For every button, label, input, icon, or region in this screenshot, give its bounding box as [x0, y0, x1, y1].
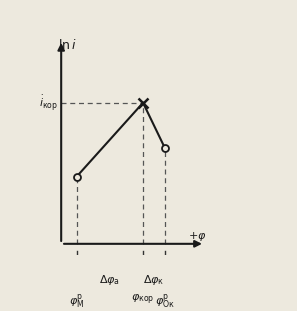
Text: $\dot{i}_{\rm кор}$: $\dot{i}_{\rm кор}$: [39, 93, 58, 113]
Text: $\varphi_{\rm кор}$: $\varphi_{\rm кор}$: [131, 293, 155, 308]
Text: $\varphi_{\rm Ок}^{\rm р}$: $\varphi_{\rm Ок}^{\rm р}$: [155, 293, 175, 311]
Text: $\ln i$: $\ln i$: [58, 38, 77, 52]
Text: $+\varphi$: $+\varphi$: [188, 230, 206, 243]
Text: $\varphi_{\rm М}^{\rm р}$: $\varphi_{\rm М}^{\rm р}$: [69, 293, 84, 311]
Text: $\Delta\varphi_{\rm a}$: $\Delta\varphi_{\rm a}$: [99, 273, 120, 287]
Text: $\Delta\varphi_{\rm к}$: $\Delta\varphi_{\rm к}$: [143, 273, 165, 287]
